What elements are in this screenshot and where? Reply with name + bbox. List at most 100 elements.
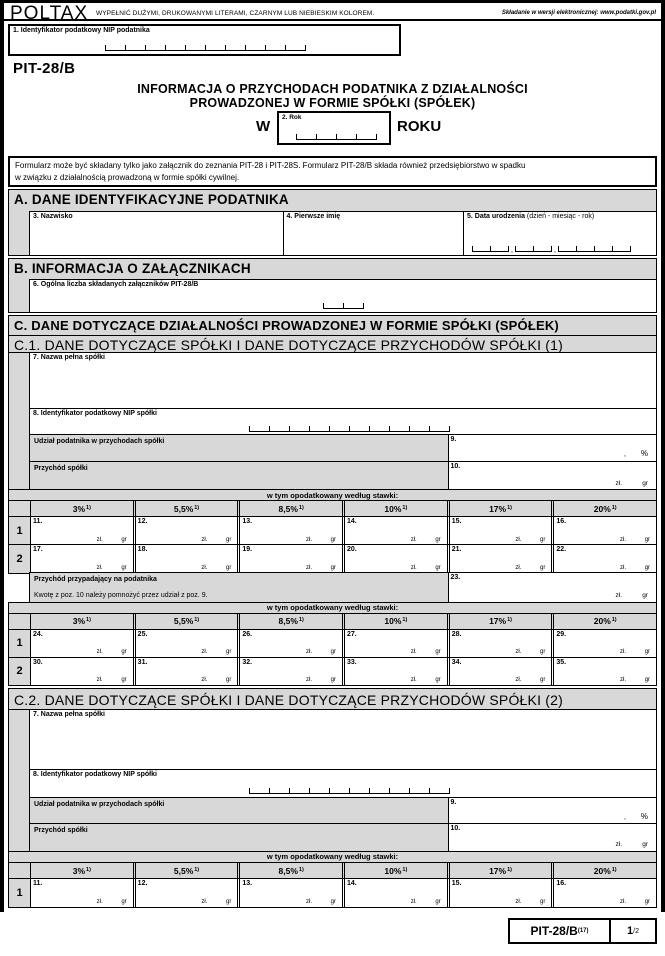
rate-cell-12[interactable]: 12. zł. gr	[132, 517, 238, 545]
nip-comb[interactable]	[105, 45, 306, 51]
unit-gr: gr	[330, 536, 337, 543]
c2-field-company-name[interactable]: 7. Nazwa pełna spółki	[29, 708, 657, 771]
c2-field-revenue[interactable]: 10. zł. gr	[447, 823, 657, 852]
cell-number: 25.	[137, 630, 148, 638]
rate-cell-24[interactable]: 24. zł. gr	[31, 629, 133, 657]
rate-text: 3%	[72, 503, 86, 514]
rate-cell-18[interactable]: 18. zł. gr	[132, 545, 238, 573]
field-birthdate[interactable]: 5. Data urodzenia (dzień - miesiąc - rok…	[463, 211, 657, 256]
rate-footnote: 1)	[194, 504, 200, 511]
c2-company-nip-comb[interactable]	[249, 788, 450, 794]
form-title-line2: PROWADZONEJ W FORMIE SPÓŁKI (SPÓŁEK)	[189, 96, 476, 110]
rate-footnote: 1)	[611, 617, 617, 624]
c1-field-share[interactable]: 9. , %	[447, 434, 657, 462]
rate-cell-31[interactable]: 31. zł. gr	[132, 657, 238, 685]
unit-gr: gr	[121, 564, 127, 571]
birthdate-comb[interactable]: ,,	[472, 246, 631, 254]
page-border-top	[0, 0, 665, 3]
cell-number: 34.	[451, 658, 462, 666]
rate-cell-17[interactable]: 17. zł. gr	[31, 545, 133, 573]
rate-footnote: 1)	[194, 866, 200, 873]
rate-footnote: 1)	[298, 504, 304, 511]
field-firstname[interactable]: 4. Pierwsze imię	[282, 211, 465, 256]
rate-header-3: 3% 1)	[31, 862, 133, 879]
unit-gr: gr	[435, 649, 441, 655]
field-nip-taxpayer[interactable]: 1. Identyfikator podatkowy NIP podatnika	[8, 24, 401, 56]
rate-cell-26[interactable]: 26. zł. gr	[237, 629, 343, 657]
unit-gr: gr	[642, 479, 648, 487]
field-surname[interactable]: 3. Nazwisko	[29, 211, 284, 256]
rate-cell-11[interactable]: 11. zł. gr	[31, 879, 133, 907]
rate-cell-14[interactable]: 14. zł. gr	[342, 517, 447, 545]
c1-field-company-nip[interactable]: 8. Identyfikator podatkowy NIP spółki	[29, 407, 657, 436]
c1-field-revenue[interactable]: 10. zł. gr	[447, 460, 657, 491]
unit-zl: zł.	[620, 899, 627, 905]
cell-number: 31.	[137, 658, 148, 666]
efiling-note: Składanie w wersji elektronicznej: www.p…	[501, 10, 656, 16]
unit-gr: gr	[226, 899, 232, 905]
cell-number: 27.	[347, 630, 357, 638]
rate-cell-13[interactable]: 13. zł. gr	[237, 879, 343, 907]
rate-cell-34[interactable]: 34. zł. gr	[446, 657, 552, 685]
page-border-left	[0, 0, 4, 912]
rate-cell-13[interactable]: 13. zł. gr	[237, 517, 343, 545]
section-c1-title: C.1. DANE DOTYCZĄCE SPÓŁKI I DANE DOTYCZ…	[14, 337, 563, 353]
rate-cell-15[interactable]: 15. zł. gr	[446, 517, 552, 545]
field-birthdate-label: 5. Data urodzenia (dzień - miesiąc - rok…	[467, 213, 594, 221]
rate-cell-19[interactable]: 19. zł. gr	[237, 545, 343, 573]
cell-number: 26.	[242, 630, 253, 638]
row-label-spacer	[9, 501, 31, 517]
rate-cell-29[interactable]: 29. zł. gr	[551, 629, 657, 657]
rate-cell-20[interactable]: 20. zł. gr	[342, 545, 447, 573]
footer-version: (17)	[577, 928, 589, 934]
rate-cell-28[interactable]: 28. zł. gr	[446, 629, 552, 657]
c1-field-taxpayer-revenue[interactable]: 23. zł. gr	[447, 572, 657, 603]
rate-header-55: 5,5% 1)	[132, 613, 238, 629]
field-attachments-count[interactable]: 6. Ogólna liczba składanych załączników …	[29, 279, 657, 313]
rate-cell-11[interactable]: 11. zł. gr	[31, 517, 133, 545]
notice-box: Formularz może być składany tylko jako z…	[8, 156, 657, 187]
rate-cell-35[interactable]: 35. zł. gr	[551, 657, 657, 685]
rate-header-3: 3% 1)	[31, 613, 133, 629]
field-year[interactable]: 2. Rok	[277, 111, 391, 145]
rate-footnote: 1)	[298, 866, 304, 873]
row-label-spacer	[9, 613, 31, 629]
field-attachments-label: 6. Ogólna liczba składanych załączników …	[33, 281, 199, 288]
cell-number: 24.	[33, 630, 43, 638]
rate-cell-21[interactable]: 21. zł. gr	[446, 545, 552, 573]
rate-cell-22[interactable]: 22. zł. gr	[551, 545, 657, 573]
rate-cell-33[interactable]: 33. zł. gr	[342, 657, 447, 685]
rate-cell-12[interactable]: 12. zł. gr	[132, 879, 238, 907]
field-nip-taxpayer-label: 1. Identyfikator podatkowy NIP podatnika	[13, 27, 150, 34]
rate-cell-25[interactable]: 25. zł. gr	[132, 629, 238, 657]
c1-company-nip-label: 8. Identyfikator podatkowy NIP spółki	[33, 409, 157, 417]
attachments-comb[interactable]	[323, 303, 364, 309]
rate-footnote: 1)	[611, 504, 617, 511]
row-label: 2	[9, 545, 31, 573]
row-label: 1	[9, 629, 31, 657]
unit-gr: gr	[644, 677, 651, 683]
c2-field-share[interactable]: 9. , %	[447, 796, 657, 825]
page-border-right	[661, 0, 665, 912]
rate-cell-30[interactable]: 30. zł. gr	[31, 657, 133, 685]
unit-zl: zł.	[620, 677, 627, 683]
rate-text: 3%	[72, 616, 86, 627]
rate-cell-15[interactable]: 15. zł. gr	[446, 879, 552, 907]
unit-gr: gr	[121, 899, 127, 905]
unit-zl: zł.	[515, 564, 522, 571]
unit-zl: zł.	[201, 677, 208, 683]
c1-field-company-name[interactable]: 7. Nazwa pełna spółki	[29, 352, 657, 409]
notice-line1: Formularz może być składany tylko jako z…	[15, 161, 526, 170]
c2-field-company-nip[interactable]: 8. Identyfikator podatkowy NIP spółki	[29, 769, 657, 798]
rate-cell-16[interactable]: 16. zł. gr	[551, 879, 657, 907]
rate-cell-32[interactable]: 32. zł. gr	[237, 657, 343, 685]
year-comb[interactable]	[296, 134, 377, 140]
unit-gr: gr	[435, 677, 441, 683]
rate-cell-27[interactable]: 27. zł. gr	[342, 629, 447, 657]
rate-text: 20%	[593, 865, 611, 876]
rate-cell-14[interactable]: 14. zł. gr	[342, 879, 447, 907]
rate-text: 20%	[593, 503, 611, 514]
c1-company-nip-comb[interactable]	[249, 425, 450, 432]
cell-number: 14.	[347, 518, 357, 525]
rate-cell-16[interactable]: 16. zł. gr	[551, 517, 657, 545]
